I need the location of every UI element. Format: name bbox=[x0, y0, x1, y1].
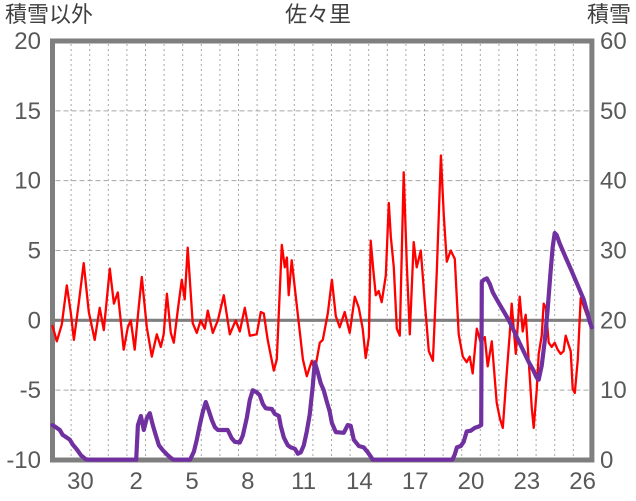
x-tick-label: 8 bbox=[241, 468, 254, 495]
y-right-tick-label: 0 bbox=[600, 447, 613, 474]
x-tick-label: 20 bbox=[458, 468, 485, 495]
x-tick-label: 17 bbox=[402, 468, 429, 495]
y-right-tick-label: 60 bbox=[600, 28, 627, 55]
y-right-tick-label: 40 bbox=[600, 168, 627, 195]
y-right-tick-label: 50 bbox=[600, 98, 627, 125]
plot-border bbox=[50, 38, 595, 463]
x-tick-label: 26 bbox=[569, 468, 596, 495]
x-tick-label: 11 bbox=[291, 468, 316, 495]
y-left-tick-label: 5 bbox=[28, 238, 41, 265]
x-tick-label: 23 bbox=[513, 468, 540, 495]
y-right-tick-label: 30 bbox=[600, 238, 627, 265]
y-left-tick-label: 0 bbox=[28, 307, 41, 334]
x-tick-label: 14 bbox=[346, 468, 373, 495]
y-left-axis-title: 積雪以外 bbox=[5, 2, 94, 27]
temperature-line bbox=[51, 154, 591, 430]
y-left-tick-label: 15 bbox=[14, 98, 41, 125]
y-right-axis-title: 積雪 bbox=[586, 2, 631, 27]
chart-title: 佐々里 bbox=[284, 2, 351, 27]
y-left-tick-label: 10 bbox=[14, 168, 41, 195]
x-tick-label: 5 bbox=[185, 468, 198, 495]
snow-depth-line bbox=[50, 230, 594, 462]
y-left-tick-label: -10 bbox=[6, 447, 41, 474]
y-left-tick-label: 20 bbox=[14, 28, 41, 55]
y-left-tick-label: -5 bbox=[20, 377, 41, 404]
y-right-tick-label: 20 bbox=[600, 307, 627, 334]
y-right-tick-label: 10 bbox=[600, 377, 627, 404]
x-tick-label: 2 bbox=[130, 468, 143, 495]
x-tick-label: 30 bbox=[67, 468, 94, 495]
